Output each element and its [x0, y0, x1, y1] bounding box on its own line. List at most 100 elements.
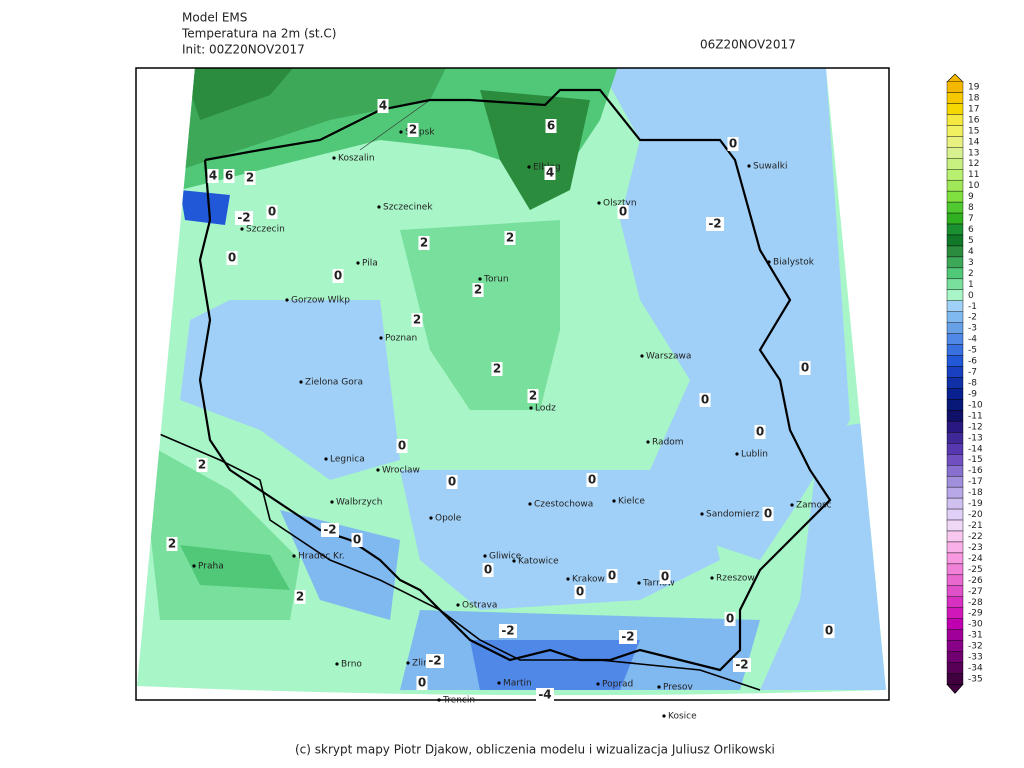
colorbar-cell — [946, 136, 964, 148]
colorbar-label: 1 — [968, 280, 974, 290]
contour-line — [196, 68, 600, 151]
city-label: Koszalin — [338, 154, 375, 164]
contour-label-box — [321, 523, 339, 537]
contour-label: -2 — [708, 217, 721, 231]
colorbar-label: -32 — [968, 642, 983, 652]
contour-label: 2 — [409, 123, 417, 137]
city-dot — [646, 440, 650, 444]
colorbar-label: -6 — [968, 357, 977, 367]
contour-label-box — [619, 630, 637, 644]
colorbar-label: -23 — [968, 543, 983, 553]
colorbar-cell — [946, 530, 964, 543]
city-dot — [747, 164, 751, 168]
colorbar-label: -11 — [968, 411, 983, 421]
city-label: Gorzow Wlkp — [291, 296, 350, 306]
contour-label: 2 — [168, 537, 176, 551]
colorbar-cell — [946, 322, 964, 334]
colorbar-cell — [946, 454, 964, 466]
contour-label: 0 — [701, 393, 709, 407]
field-tatra — [470, 640, 640, 690]
colorbar-label: 19 — [968, 83, 980, 93]
contour-label-box — [504, 231, 516, 245]
contour-label: 2 — [413, 313, 421, 327]
field-central-warm — [400, 220, 560, 410]
temperature-field — [137, 68, 886, 696]
city-dot — [529, 406, 533, 410]
contour-label: 0 — [588, 473, 596, 487]
colorbar-cell — [946, 465, 964, 477]
colorbar-label: -13 — [968, 433, 983, 443]
contour-label-box — [659, 570, 671, 584]
contour-label: 0 — [418, 676, 426, 690]
contour-label-box — [762, 507, 774, 521]
footer-credit: (c) skrypt mapy Piotr Djakow, obliczenia… — [295, 743, 775, 757]
city-dot — [456, 603, 460, 607]
contour-label: 2 — [198, 458, 206, 472]
city-label: Kielce — [618, 497, 645, 507]
contour-label: -2 — [428, 654, 441, 668]
colorbar-label: -17 — [968, 477, 983, 487]
contour-label: 2 — [474, 283, 482, 297]
border-south — [149, 429, 761, 691]
city-label: Zamosc — [796, 501, 832, 511]
colorbar-label: -18 — [968, 488, 983, 498]
colorbar-cell — [946, 344, 964, 356]
colorbar-label: -33 — [968, 653, 983, 663]
colorbar-cell — [946, 267, 964, 280]
city-dot — [240, 227, 244, 231]
city-dot — [566, 577, 570, 581]
contour-label: -2 — [501, 624, 514, 638]
colorbar-cell — [946, 201, 964, 214]
contour-label-box — [396, 439, 408, 453]
contour-label: -2 — [735, 658, 748, 672]
field-sudety — [280, 510, 400, 620]
colorbar-cell — [946, 662, 964, 674]
colorbar-cell — [946, 410, 964, 422]
city-dot — [640, 354, 644, 358]
init-time: Init: 00Z20NOV2017 — [182, 43, 305, 57]
colorbar-label: 11 — [968, 170, 979, 180]
colorbar-cell — [946, 125, 964, 137]
city-dot — [356, 261, 360, 265]
colorbar-label: -9 — [968, 389, 977, 399]
contour-label-box — [407, 123, 419, 137]
contour-label-box — [545, 119, 557, 133]
contour-label-box — [499, 624, 517, 638]
colorbar-cell — [946, 574, 964, 587]
city-label: Brno — [341, 660, 362, 670]
colorbar-label: -15 — [968, 455, 983, 465]
city-label: Gliwice — [489, 552, 522, 562]
contour-label-box — [733, 658, 751, 672]
colorbar-label: 13 — [968, 148, 979, 158]
colorbar-label: -27 — [968, 587, 983, 597]
contour-label: 6 — [225, 169, 233, 183]
contour-label-box — [377, 99, 389, 113]
contour-label-box — [699, 393, 711, 407]
city-label: Tarnow — [642, 579, 675, 589]
contour-label: 2 — [506, 231, 514, 245]
contour-label: -2 — [237, 211, 250, 225]
contour-label-box — [482, 563, 494, 577]
field-szczecin-cold — [180, 190, 230, 225]
contour-label-box — [418, 236, 430, 250]
colorbar-cell — [946, 179, 964, 192]
city-label: Bialystok — [773, 258, 815, 268]
city-label: Katowice — [518, 557, 559, 567]
contour-label: 6 — [547, 119, 555, 133]
colorbar-label: -4 — [968, 335, 977, 345]
colorbar-label: 4 — [968, 247, 974, 257]
contour-label: 2 — [529, 389, 537, 403]
colorbar-label: -1 — [968, 302, 977, 312]
colorbar-cell — [946, 629, 964, 641]
contour-label-box — [823, 624, 835, 638]
city-dot — [735, 452, 739, 456]
colorbar-cell — [946, 169, 964, 181]
colorbar-label: 9 — [968, 192, 974, 202]
city-dot — [330, 500, 334, 504]
contour-label: 0 — [764, 507, 772, 521]
city-label: Ostrava — [462, 601, 497, 611]
city-label: Opole — [435, 514, 462, 524]
colorbar-cell — [946, 92, 964, 104]
city-label: Szczecinek — [383, 203, 433, 213]
